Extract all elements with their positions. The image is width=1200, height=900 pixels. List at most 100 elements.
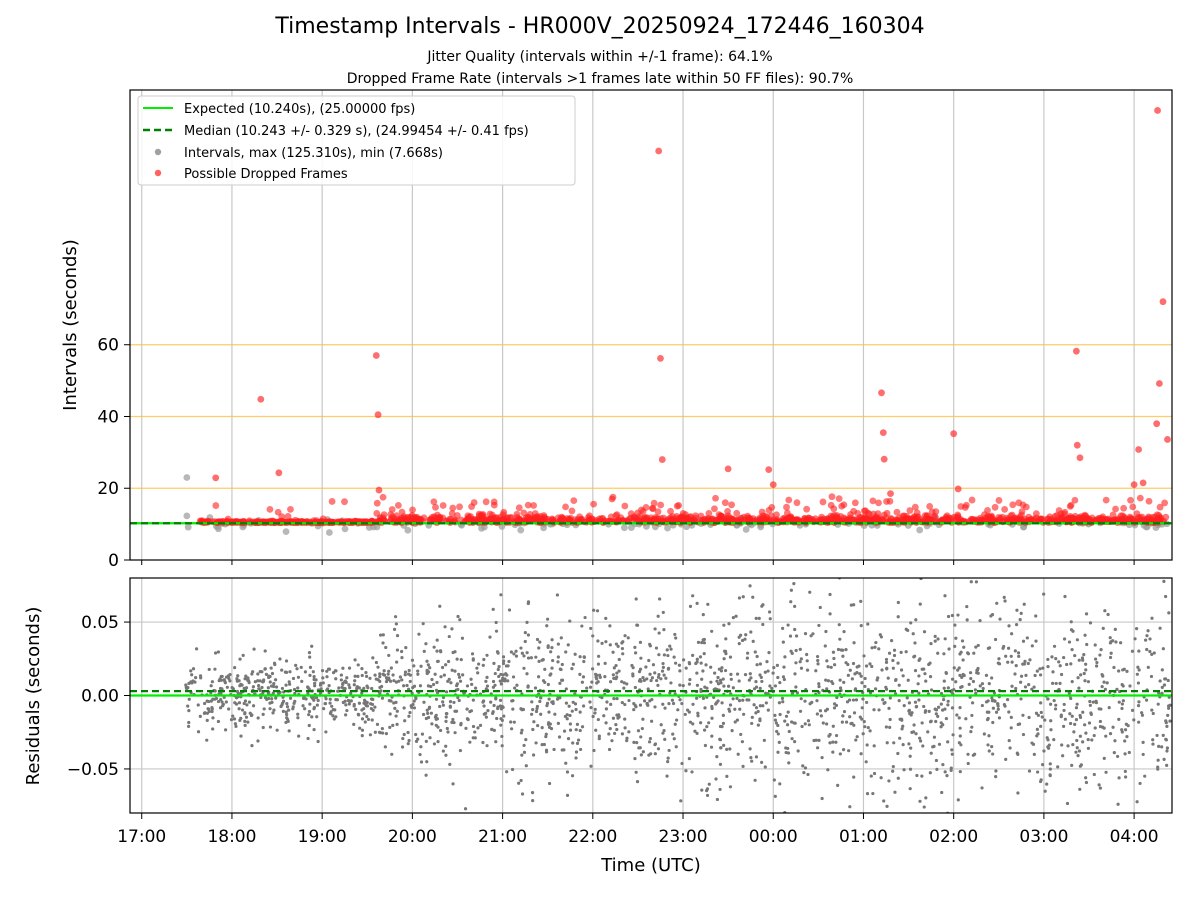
- residual-point: [859, 752, 863, 756]
- residual-point: [263, 649, 267, 653]
- residual-point: [754, 706, 759, 710]
- residual-point: [512, 652, 516, 656]
- residual-point: [1146, 629, 1150, 633]
- residual-point: [540, 725, 544, 730]
- residual-point: [648, 672, 652, 676]
- residual-point: [883, 700, 887, 705]
- residual-point: [754, 711, 758, 715]
- residual-point: [842, 629, 846, 634]
- residual-point: [235, 689, 240, 694]
- residual-point: [594, 728, 598, 732]
- residual-point: [272, 682, 276, 686]
- residual-point: [246, 676, 250, 680]
- residual-point: [923, 710, 927, 714]
- residual-point: [1025, 636, 1029, 640]
- residual-point: [1072, 730, 1076, 734]
- residual-point: [1136, 704, 1141, 708]
- dropped-frame-outlier: [950, 430, 958, 438]
- interval-point: [620, 524, 628, 532]
- residual-point: [943, 637, 947, 641]
- residual-point: [688, 720, 693, 724]
- residual-point: [373, 705, 377, 709]
- residual-point: [828, 612, 832, 616]
- residual-point: [623, 726, 627, 730]
- residual-point: [294, 663, 298, 667]
- residual-point: [826, 768, 830, 772]
- residuals-scatter: [184, 578, 1172, 813]
- residual-point: [997, 716, 1002, 720]
- residual-point: [564, 687, 568, 691]
- dropped-frame-point: [649, 505, 657, 512]
- residual-point: [926, 730, 930, 734]
- residual-point: [544, 732, 548, 736]
- residual-point: [297, 734, 301, 738]
- residual-point: [994, 775, 998, 779]
- residual-point: [403, 719, 407, 723]
- residual-point: [1046, 664, 1050, 669]
- residual-point: [668, 644, 672, 648]
- residual-point: [365, 700, 369, 705]
- residual-point: [547, 710, 551, 714]
- residual-point: [1093, 726, 1097, 730]
- dropped-frame-outlier: [374, 411, 382, 419]
- dropped-frame-point: [1127, 496, 1134, 504]
- residual-point: [691, 702, 695, 706]
- residual-point: [865, 700, 869, 705]
- residual-point: [715, 755, 719, 759]
- residual-point: [995, 601, 999, 605]
- residual-point: [728, 703, 733, 707]
- residual-point: [360, 734, 364, 738]
- dropped-frame-point: [728, 501, 735, 509]
- residual-point: [965, 618, 969, 622]
- residual-point: [852, 603, 856, 607]
- residual-point: [288, 670, 292, 674]
- residual-point: [848, 668, 852, 672]
- residual-point: [831, 740, 835, 744]
- residual-point: [539, 712, 543, 716]
- dropped-frame-point: [717, 512, 725, 520]
- residual-point: [753, 778, 757, 782]
- residual-point: [667, 701, 671, 706]
- residual-point: [700, 788, 704, 792]
- residual-point: [862, 654, 866, 658]
- residual-point: [519, 731, 523, 735]
- residual-point: [778, 680, 782, 685]
- residual-point: [223, 728, 228, 732]
- residual-point: [1098, 786, 1103, 790]
- residual-point: [761, 622, 765, 627]
- residual-point: [245, 703, 249, 707]
- residual-point: [750, 721, 754, 726]
- residual-point: [920, 721, 924, 725]
- residual-point: [714, 702, 718, 706]
- residual-point: [598, 673, 602, 677]
- residual-point: [187, 724, 191, 728]
- x-axis-label: Time (UTC): [600, 855, 701, 876]
- residual-point: [678, 683, 682, 687]
- residual-point: [1006, 660, 1010, 664]
- residual-point: [799, 666, 804, 670]
- residual-point: [1144, 698, 1149, 702]
- residual-point: [501, 661, 506, 666]
- residual-point: [950, 677, 955, 681]
- residual-point: [465, 717, 470, 721]
- residual-point: [1051, 681, 1055, 685]
- residual-point: [773, 684, 778, 688]
- residual-point: [865, 743, 869, 747]
- residual-point: [715, 797, 720, 802]
- residual-point: [700, 677, 704, 681]
- residual-point: [513, 686, 517, 690]
- residual-point: [281, 709, 285, 713]
- residual-point: [1019, 680, 1023, 684]
- residual-point: [1165, 763, 1169, 767]
- residual-point: [425, 760, 429, 764]
- residual-point: [872, 744, 876, 748]
- residual-point: [842, 680, 846, 685]
- residual-point: [647, 753, 651, 757]
- residual-point: [1102, 680, 1106, 684]
- residual-point: [859, 599, 863, 603]
- residual-point: [1151, 738, 1155, 742]
- residual-point: [259, 695, 263, 700]
- residual-point: [634, 705, 638, 709]
- residual-point: [823, 644, 827, 648]
- residual-point: [737, 635, 741, 639]
